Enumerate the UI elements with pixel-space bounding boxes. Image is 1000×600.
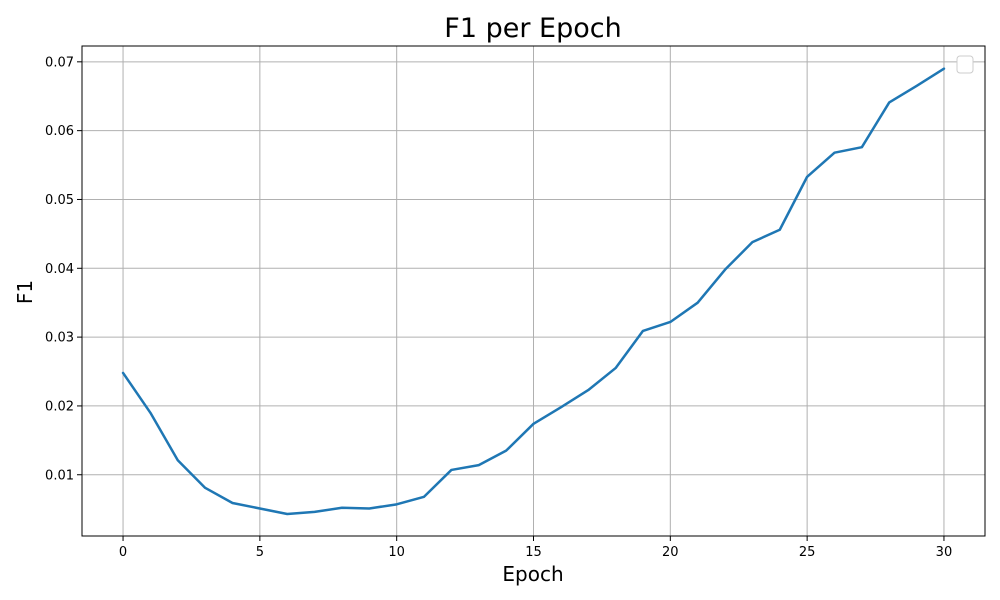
f1-data-point — [914, 83, 920, 89]
y-tick-label: 0.03 — [45, 331, 74, 346]
x-tick-label: 0 — [119, 545, 127, 560]
f1-data-point — [257, 505, 263, 511]
x-axis-label: Epoch — [502, 562, 563, 586]
legend-box — [956, 55, 974, 74]
y-tick-label: 0.07 — [45, 55, 74, 70]
f1-data-point — [859, 144, 865, 150]
x-tick-label: 20 — [662, 545, 679, 560]
f1-data-point — [558, 404, 564, 410]
f1-data-point — [230, 500, 236, 506]
f1-data-point — [448, 467, 454, 473]
x-tick-label: 30 — [936, 545, 953, 560]
f1-data-point — [832, 150, 838, 156]
f1-data-point — [476, 462, 482, 468]
f1-data-point — [339, 505, 345, 511]
f1-data-point — [312, 509, 318, 515]
y-tick-label: 0.01 — [45, 468, 74, 483]
f1-data-point — [667, 319, 673, 325]
x-tick-label: 5 — [256, 545, 264, 560]
y-tick-label: 0.05 — [45, 193, 74, 208]
f1-data-point — [585, 387, 591, 393]
f1-series-line — [121, 67, 946, 516]
f1-data-point — [886, 99, 892, 105]
grid — [82, 46, 985, 536]
f1-data-point — [202, 485, 208, 491]
ticks: 0 5 10 15 20 25 30 0.01 0.02 0.03 0.04 0.05 0.06 0.07 — [45, 55, 952, 560]
f1-data-point — [941, 66, 947, 72]
f1-data-point — [175, 457, 181, 463]
f1-data-point — [147, 410, 153, 416]
f1-data-point — [421, 494, 427, 500]
y-tick-label: 0.02 — [45, 399, 74, 414]
f1-data-point — [695, 300, 701, 306]
y-tick-label: 0.04 — [45, 262, 74, 277]
chart-title: F1 per Epoch — [444, 13, 621, 44]
y-axis-label: F1 — [13, 280, 37, 304]
f1-data-point — [613, 365, 619, 371]
f1-data-point — [777, 227, 783, 233]
f1-data-point — [640, 328, 646, 334]
y-tick-label: 0.06 — [45, 124, 74, 139]
f1-data-point — [366, 505, 372, 511]
f1-data-point — [804, 174, 810, 180]
f1-data-point — [503, 448, 509, 454]
f1-data-point — [394, 501, 400, 507]
f1-data-point — [284, 511, 290, 517]
x-tick-label: 15 — [525, 545, 542, 560]
f1-data-point — [722, 267, 728, 273]
series-layer — [120, 66, 947, 517]
f1-data-point — [749, 239, 755, 245]
f1-data-point — [120, 370, 126, 376]
x-tick-label: 10 — [388, 545, 405, 560]
x-tick-label: 25 — [799, 545, 816, 560]
f1-data-point — [531, 421, 537, 427]
